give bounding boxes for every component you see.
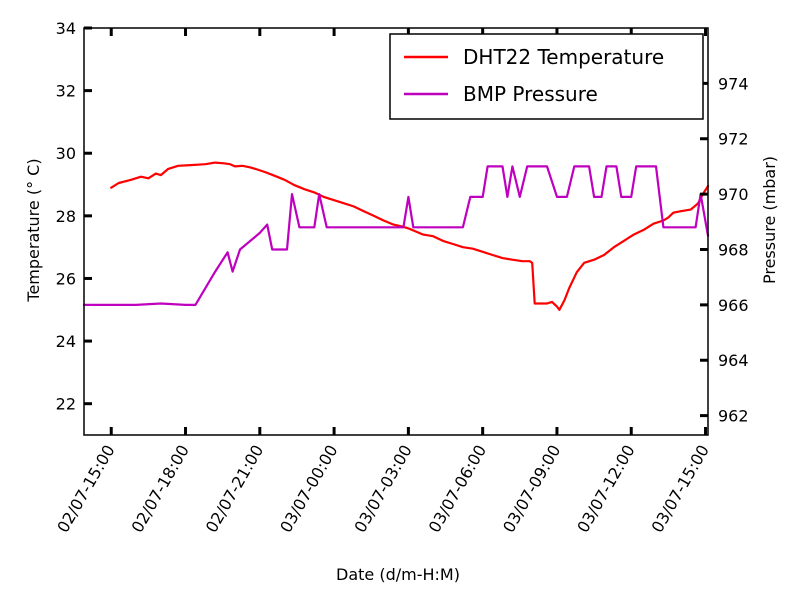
- y-tick-label-right: 962: [718, 407, 749, 426]
- legend: DHT22 Temperature BMP Pressure: [389, 33, 704, 120]
- x-tick-label: 03/07-12:00: [573, 442, 638, 536]
- x-tick-label: 02/07-15:00: [53, 442, 118, 536]
- legend-label-pressure: BMP Pressure: [463, 82, 598, 106]
- y-tick-label-right: 972: [718, 130, 749, 149]
- x-tick-label: 03/07-09:00: [499, 442, 564, 536]
- y-axis-title-left: Temperature (° C): [24, 158, 43, 302]
- y-tick-label-right: 974: [718, 74, 749, 93]
- x-tick-label: 03/07-06:00: [425, 442, 490, 536]
- y-tick-label-right: 968: [718, 240, 749, 259]
- y-tick-label-left: 28: [56, 207, 76, 226]
- x-tick-label: 03/07-03:00: [350, 442, 415, 536]
- series-line-temperature: [110, 161, 710, 311]
- y-axis-title-right: Pressure (mbar): [760, 156, 779, 284]
- y-tick-label-left: 24: [56, 332, 76, 351]
- plot-frame: [83, 27, 709, 436]
- y-tick-label-right: 964: [718, 351, 749, 370]
- series-line-pressure: [82, 165, 710, 306]
- y-tick-label-left: 26: [56, 269, 76, 288]
- plot-series: [82, 161, 710, 311]
- y-tick-label-left: 30: [56, 144, 76, 163]
- x-tick-label: 02/07-18:00: [128, 442, 193, 536]
- legend-box: [389, 33, 704, 120]
- y-tick-label-right: 966: [718, 296, 749, 315]
- legend-label-temperature: DHT22 Temperature: [463, 45, 664, 69]
- y-tick-label-left: 22: [56, 395, 76, 414]
- x-axis-title: Date (d/m-H:M): [336, 565, 460, 584]
- x-tick-label: 03/07-00:00: [276, 442, 341, 536]
- y-tick-label-left: 34: [56, 19, 76, 38]
- y-tick-label-left: 32: [56, 82, 76, 101]
- x-tick-label: 03/07-15:00: [648, 442, 713, 536]
- y-tick-label-right: 970: [718, 185, 749, 204]
- x-tick-label: 02/07-21:00: [202, 442, 267, 536]
